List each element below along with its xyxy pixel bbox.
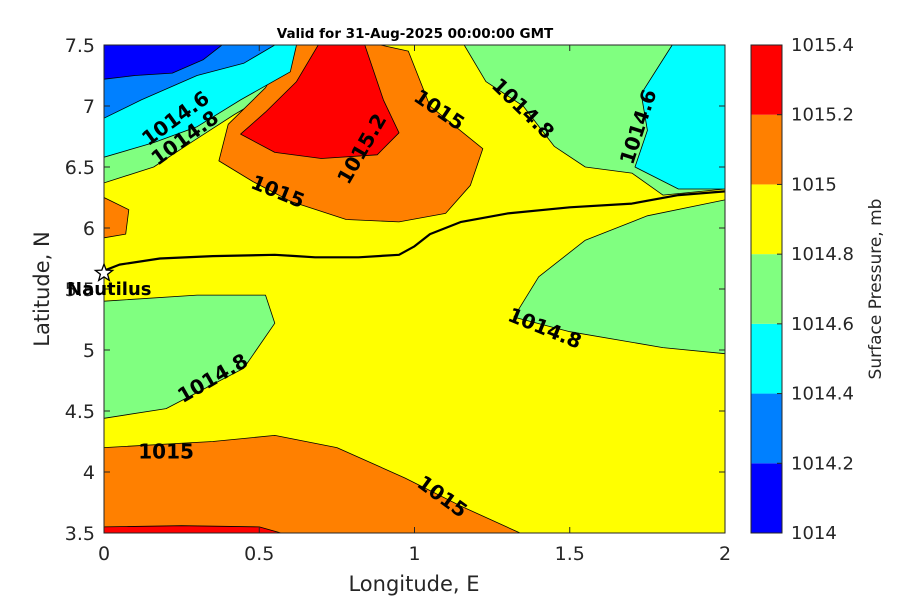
colorbar-swatch-0 <box>751 463 782 533</box>
colorbar-tick-label-6: 1015.2 <box>791 105 854 126</box>
x-tick-label-0: 0 <box>98 543 110 565</box>
colorbar-tick-label-5: 1015 <box>791 174 837 195</box>
colorbar-swatch-6 <box>751 45 782 115</box>
marker-label: Nautilus <box>67 279 152 300</box>
colorbar-tick-label-7: 1015.4 <box>791 35 854 56</box>
nautilus-marker: Nautilus <box>67 262 152 300</box>
colorbar-frame <box>750 44 783 534</box>
colorbar-swatch-2 <box>751 323 782 394</box>
colorbar-tick-label-3: 1014.6 <box>791 314 854 335</box>
y-tick-label-1: 4 <box>83 462 95 484</box>
contour-region-1 <box>104 434 521 533</box>
contour-region-9 <box>240 45 400 159</box>
y-axis-label: Latitude, N <box>30 231 54 347</box>
colorbar-swatch-4 <box>751 184 782 255</box>
colorbar-swatch-1 <box>751 393 782 464</box>
colorbar-segments <box>751 45 782 533</box>
x-tick-label-1: 0.5 <box>244 543 274 565</box>
colorbar-tick-label-4: 1014.8 <box>791 244 854 265</box>
star-marker <box>93 262 115 282</box>
x-axis-label: Longitude, E <box>348 572 479 596</box>
colorbar-tick-label-2: 1014.4 <box>791 384 854 405</box>
x-axis-ticks: 0 0.5 1 1.5 2 <box>98 45 731 565</box>
contour-region-11 <box>634 45 725 190</box>
y-tick-label-3: 5 <box>83 340 95 362</box>
colorbar-tick-label-0: 1014 <box>791 523 837 544</box>
colorbar-swatch-5 <box>751 114 782 185</box>
y-tick-label-4: 5.5 <box>65 279 95 301</box>
chart-title: Valid for 31-Aug-2025 00:00:00 GMT <box>277 26 554 42</box>
colorbar-tick-label-1: 1014.2 <box>791 453 854 474</box>
y-tick-label-5: 6 <box>83 218 95 240</box>
contour-region-13 <box>104 45 223 80</box>
contour-region-2 <box>104 525 282 533</box>
y-tick-label-0: 3.5 <box>65 523 95 545</box>
vessel-track-layer <box>104 190 725 272</box>
y-tick-label-2: 4.5 <box>65 401 95 423</box>
contour-region-4 <box>513 199 725 355</box>
colorbar-ticks: 1014 1014.2 1014.4 1014.6 1014.8 1015 1015.2 10… <box>777 35 854 544</box>
x-tick-label-3: 1.5 <box>555 543 585 565</box>
x-tick-label-2: 1 <box>408 543 420 565</box>
contour-region-3 <box>104 294 276 419</box>
y-axis-ticks: 3.5 4 4.5 5 5.5 6 6.5 7 7.5 <box>65 35 725 545</box>
vessel-track-line <box>104 190 725 272</box>
colorbar: 1014 1014.2 1014.4 1014.6 1014.8 1015 1015.2 10… <box>750 35 886 544</box>
y-tick-label-7: 7 <box>83 96 95 118</box>
y-tick-label-6: 6.5 <box>65 157 95 179</box>
y-tick-label-8: 7.5 <box>65 35 95 57</box>
colorbar-swatch-3 <box>751 254 782 324</box>
colorbar-label: Surface Pressure, mb <box>866 199 886 380</box>
contour-label-9: 1015 <box>138 439 194 463</box>
x-tick-label-4: 2 <box>719 543 731 565</box>
contour-fill-layer <box>104 45 725 533</box>
contour-region-7 <box>104 197 130 239</box>
